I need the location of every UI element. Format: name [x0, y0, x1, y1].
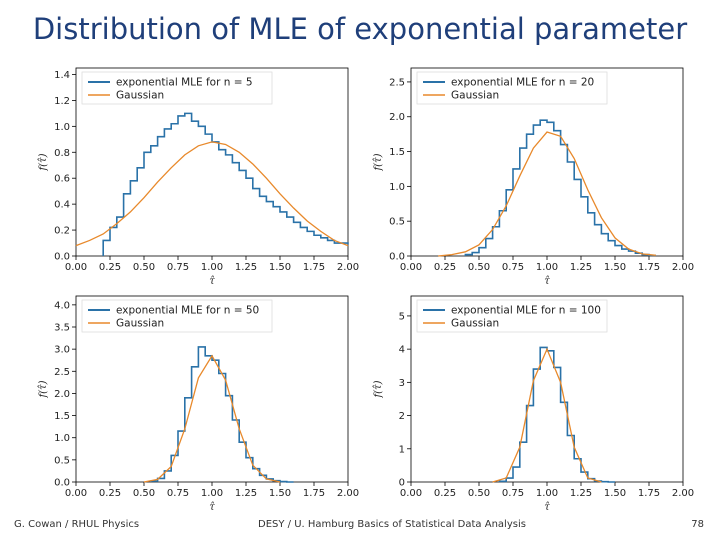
- legend-label: exponential MLE for n = 5: [116, 77, 253, 89]
- x-tick-label: 0.75: [167, 262, 189, 273]
- x-tick-label: 1.25: [235, 262, 257, 273]
- x-tick-label: 1.00: [536, 262, 558, 273]
- y-tick-label: 2.5: [54, 367, 70, 378]
- x-axis-label: τ̂: [544, 502, 550, 513]
- y-tick-label: 1.0: [54, 122, 70, 133]
- y-tick-label: 0.5: [54, 455, 70, 466]
- x-tick-label: 0.75: [502, 488, 524, 499]
- footer-center: DESY / U. Hamburg Basics of Statistical …: [258, 519, 526, 530]
- y-tick-label: 0.8: [54, 148, 70, 159]
- footer-left: G. Cowan / RHUL Physics: [14, 519, 140, 530]
- y-tick-label: 2: [399, 411, 405, 422]
- legend-label: exponential MLE for n = 50: [116, 305, 259, 317]
- x-tick-label: 0.25: [434, 488, 456, 499]
- y-tick-label: 2.5: [389, 77, 405, 88]
- slide-title: Distribution of MLE of exponential param…: [32, 12, 688, 46]
- legend-label: exponential MLE for n = 20: [451, 77, 594, 89]
- gaussian-series: [75, 141, 349, 247]
- x-tick-label: 0.75: [502, 262, 524, 273]
- x-tick-label: 1.00: [201, 262, 223, 273]
- legend-label: Gaussian: [451, 318, 499, 330]
- x-tick-label: 0.00: [65, 262, 87, 273]
- y-tick-label: 0.5: [389, 217, 405, 228]
- x-tick-label: 0.75: [167, 488, 189, 499]
- legend-label: Gaussian: [116, 318, 164, 330]
- plot-n50: 0.00 0.25 0.50 0.75 1.00 1.25 1.50 1.75 2.00 0.0 0…: [38, 295, 359, 513]
- y-tick-label: 2.0: [54, 389, 70, 400]
- y-tick-label: 1.0: [389, 182, 405, 193]
- legend-label: Gaussian: [116, 90, 164, 102]
- x-tick-label: 2.00: [672, 488, 694, 499]
- gaussian-series: [438, 131, 656, 257]
- legend-box: [416, 71, 608, 105]
- x-tick-label: 1.50: [269, 488, 291, 499]
- x-tick-label: 0.50: [133, 262, 155, 273]
- plot-n100: 0.00 0.25 0.50 0.75 1.00 1.25 1.50 1.75 2.00 0 1 2 3…: [373, 295, 694, 513]
- x-tick-label: 0.00: [400, 262, 422, 273]
- y-axis-label: f(τ̂): [373, 380, 384, 398]
- plot-n5: 0.00 0.25 0.50 0.75 1.00 1.25 1.50 1.75 2.00 0.0 0…: [38, 67, 359, 287]
- x-tick-label: 2.00: [337, 488, 359, 499]
- y-tick-label: 3.5: [54, 323, 70, 334]
- y-tick-label: 0.0: [54, 478, 70, 489]
- x-tick-label: 1.75: [638, 488, 660, 499]
- gaussian-series: [143, 354, 281, 483]
- y-tick-label: 0.2: [54, 226, 70, 237]
- legend-box: [81, 299, 273, 333]
- x-tick-label: 1.00: [201, 488, 223, 499]
- x-tick-label: 1.75: [303, 488, 325, 499]
- page-number: 78: [691, 519, 704, 530]
- y-tick-label: 4.0: [54, 300, 70, 311]
- x-tick-label: 1.50: [604, 488, 626, 499]
- y-tick-label: 0.4: [54, 200, 70, 211]
- y-tick-label: 1.5: [54, 411, 70, 422]
- x-tick-label: 0.00: [65, 488, 87, 499]
- y-tick-label: 0: [399, 478, 405, 489]
- x-tick-label: 1.00: [536, 488, 558, 499]
- x-tick-label: 0.25: [434, 262, 456, 273]
- x-tick-label: 2.00: [672, 262, 694, 273]
- x-tick-label: 1.50: [269, 262, 291, 273]
- x-tick-label: 1.75: [303, 262, 325, 273]
- y-tick-label: 3.0: [54, 345, 70, 356]
- x-tick-label: 1.25: [570, 488, 592, 499]
- x-tick-label: 1.25: [570, 262, 592, 273]
- legend-label: exponential MLE for n = 100: [451, 305, 601, 317]
- x-tick-label: 0.00: [400, 488, 422, 499]
- legend-box: [416, 299, 608, 333]
- y-tick-label: 2.0: [389, 112, 405, 123]
- y-tick-label: 5: [399, 311, 405, 322]
- x-tick-label: 1.75: [638, 262, 660, 273]
- y-tick-label: 1.2: [54, 96, 70, 107]
- y-tick-label: 1.5: [389, 147, 405, 158]
- histogram-series: [102, 112, 349, 256]
- y-tick-label: 1: [399, 444, 405, 455]
- legend-box: [81, 71, 273, 105]
- x-tick-label: 0.50: [133, 488, 155, 499]
- y-tick-label: 3: [399, 378, 405, 389]
- y-tick-label: 0.6: [54, 174, 70, 185]
- y-axis-label: f(τ̂): [38, 380, 49, 398]
- x-axis-label: τ̂: [209, 502, 215, 513]
- x-tick-label: 0.50: [468, 262, 490, 273]
- y-tick-label: 1.0: [54, 433, 70, 444]
- y-tick-label: 4: [399, 345, 405, 356]
- x-tick-label: 1.50: [604, 262, 626, 273]
- y-axis-label: f(τ̂): [373, 153, 384, 171]
- y-tick-label: 0.0: [389, 252, 405, 263]
- y-tick-label: 1.4: [54, 70, 70, 81]
- x-axis-label: τ̂: [544, 276, 550, 287]
- x-tick-label: 0.25: [99, 488, 121, 499]
- x-tick-label: 2.00: [337, 262, 359, 273]
- x-tick-label: 0.25: [99, 262, 121, 273]
- y-axis-label: f(τ̂): [38, 153, 49, 171]
- x-tick-label: 0.50: [468, 488, 490, 499]
- y-tick-label: 0.0: [54, 252, 70, 263]
- x-tick-label: 1.25: [235, 488, 257, 499]
- legend-label: Gaussian: [451, 90, 499, 102]
- x-axis-label: τ̂: [209, 276, 215, 287]
- plot-n20: 0.00 0.25 0.50 0.75 1.00 1.25 1.50 1.75 2.00 0.0 0…: [373, 67, 694, 287]
- gaussian-series: [492, 347, 602, 483]
